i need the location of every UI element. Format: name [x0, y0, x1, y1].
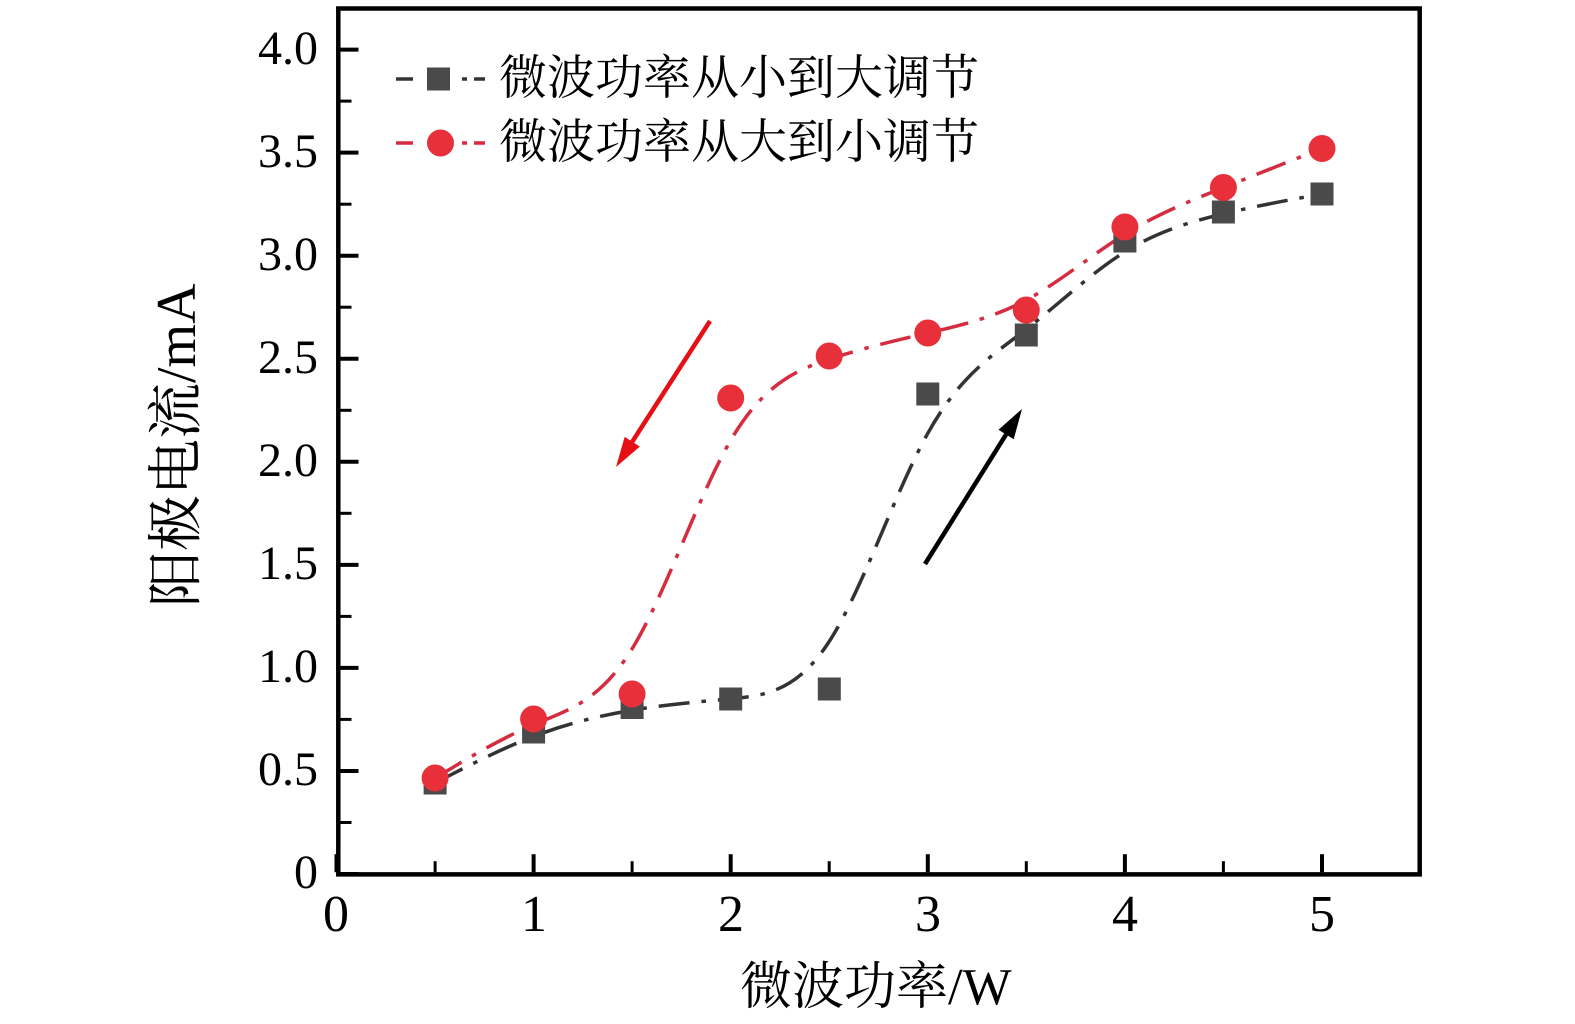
svg-text:3: 3 [915, 886, 941, 943]
svg-text:0: 0 [294, 846, 318, 899]
svg-text:2.5: 2.5 [258, 331, 318, 384]
svg-text:0: 0 [323, 886, 349, 943]
svg-text:3.0: 3.0 [258, 228, 318, 281]
svg-text:/mA: /mA [146, 283, 208, 383]
svg-text:2.0: 2.0 [258, 434, 318, 487]
svg-text:4.0: 4.0 [258, 22, 318, 75]
svg-text:3.5: 3.5 [258, 125, 318, 178]
svg-text:/W: /W [948, 959, 1012, 1016]
svg-text:4: 4 [1112, 886, 1138, 943]
svg-text:1: 1 [521, 886, 547, 943]
svg-text:1.5: 1.5 [258, 537, 318, 590]
svg-text:1.0: 1.0 [258, 640, 318, 693]
svg-text:5: 5 [1309, 886, 1335, 943]
svg-text:0.5: 0.5 [258, 743, 318, 796]
svg-text:2: 2 [718, 886, 744, 943]
